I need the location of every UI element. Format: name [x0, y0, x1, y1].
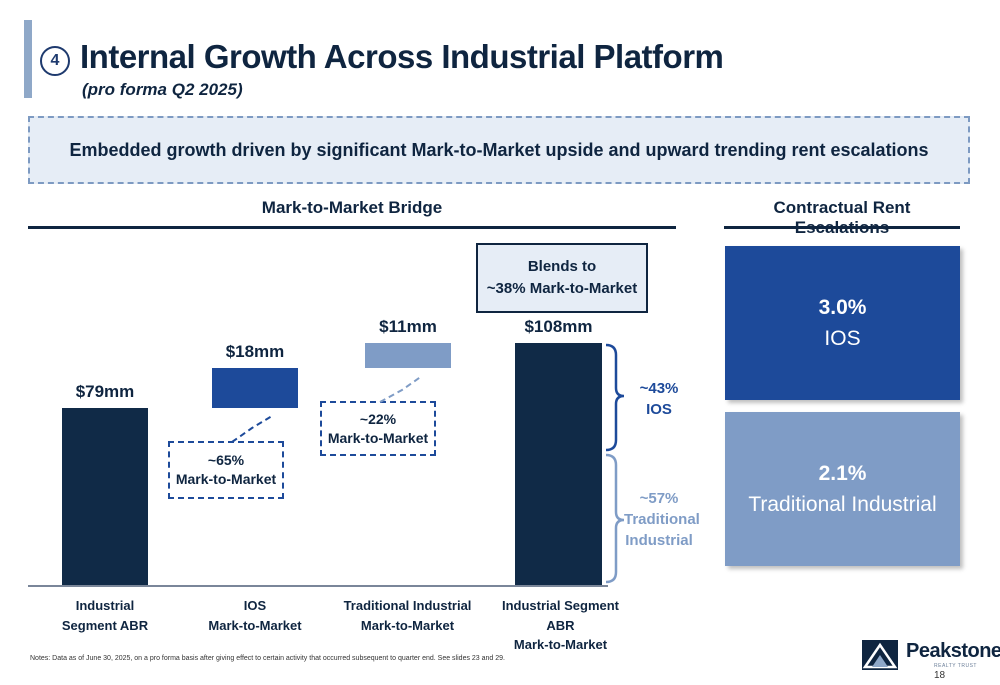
- category-line: Mark-to-Market: [360, 617, 455, 633]
- callout-line: Mark-to-Market: [327, 429, 429, 446]
- escalations-heading: Contractual Rent Escalations: [773, 198, 911, 237]
- category-line: Segment ABR: [61, 617, 149, 633]
- category-line: Industrial Segment ABR: [501, 598, 620, 633]
- category-label-industrial-abr: Industrial Segment ABR: [40, 596, 170, 635]
- callout-line: Mark-to-Market: [175, 471, 277, 487]
- page-number: 18: [934, 670, 946, 681]
- logo-tagline: REALTY TRUST: [934, 663, 977, 669]
- brace-ios: [605, 343, 625, 452]
- callout-ios-mtm: ~65% Mark-to-Market: [168, 441, 284, 499]
- split-line: Industrial: [625, 532, 693, 549]
- blend-line: ~38% Mark-to-Market: [486, 280, 638, 297]
- step-badge: 4: [40, 46, 70, 76]
- split-line: ~57%: [639, 490, 679, 507]
- category-line: Industrial: [75, 598, 135, 613]
- summary-banner: Embedded growth driven by significant Ma…: [28, 116, 970, 184]
- escalation-box-ios: 3.0% IOS: [725, 246, 960, 400]
- page-subtitle: (pro forma Q2 2025): [82, 80, 243, 99]
- value-label-industrial-abr: $79mm: [75, 381, 135, 401]
- value-label-industrial-abr-mtm: $108mm: [524, 317, 593, 336]
- value-label-ios-mtm: $18mm: [225, 341, 285, 361]
- split-label-traditional: ~57% Traditional Industrial: [624, 488, 700, 551]
- split-line: ~43%: [639, 380, 679, 397]
- footnote: Notes: Data as of June 30, 2025, on a pr…: [30, 655, 505, 662]
- ios-callout-connector: [231, 415, 273, 443]
- bar-traditional-mtm: [365, 343, 451, 368]
- bridge-heading: Mark-to-Market Bridge: [261, 198, 443, 217]
- category-line: Traditional Industrial: [343, 598, 472, 613]
- escalation-pct: 3.0%: [818, 295, 867, 319]
- callout-traditional-mtm: ~22% Mark-to-Market: [320, 401, 436, 456]
- logo-wordmark: Peakstone: [906, 640, 1000, 662]
- title-accent-bar: [24, 20, 32, 98]
- category-label-ios-mtm: IOS Mark-to-Market: [190, 596, 320, 635]
- blend-callout-box: Blends to ~38% Mark-to-Market: [476, 243, 648, 313]
- category-label-industrial-abr-mtm: Industrial Segment ABR Mark-to-Market: [488, 596, 633, 655]
- category-line: Mark-to-Market: [513, 637, 608, 652]
- blend-line: Blends to: [527, 258, 597, 276]
- category-line: Mark-to-Market: [208, 617, 302, 633]
- split-label-ios: ~43% IOS: [624, 378, 694, 420]
- bridge-heading-rule: [28, 226, 676, 229]
- split-line: Traditional: [624, 511, 700, 528]
- value-label-traditional-mtm: $11mm: [379, 317, 437, 336]
- callout-line: ~65%: [207, 452, 245, 469]
- bar-ios-mtm: [212, 367, 298, 408]
- escalation-box-traditional: 2.1% Traditional Industrial: [725, 412, 960, 566]
- bar-industrial-abr: [62, 407, 148, 585]
- escalation-name: Traditional Industrial: [748, 493, 937, 516]
- split-line: IOS: [646, 401, 672, 418]
- escalation-pct: 2.1%: [818, 461, 867, 485]
- category-line: IOS: [243, 598, 267, 613]
- brace-traditional: [605, 453, 625, 584]
- bar-industrial-abr-mtm: [515, 343, 602, 585]
- escalation-name: IOS: [824, 327, 861, 350]
- callout-line: ~22%: [359, 410, 397, 427]
- chart-baseline: [28, 585, 608, 587]
- traditional-callout-connector: [379, 375, 423, 403]
- page-title: Internal Growth Across Industrial Platfo…: [80, 38, 724, 75]
- escalations-heading-rule: [724, 226, 960, 229]
- peakstone-logo-icon: [862, 640, 898, 670]
- category-label-traditional-mtm: Traditional Industrial Mark-to-Market: [330, 596, 485, 635]
